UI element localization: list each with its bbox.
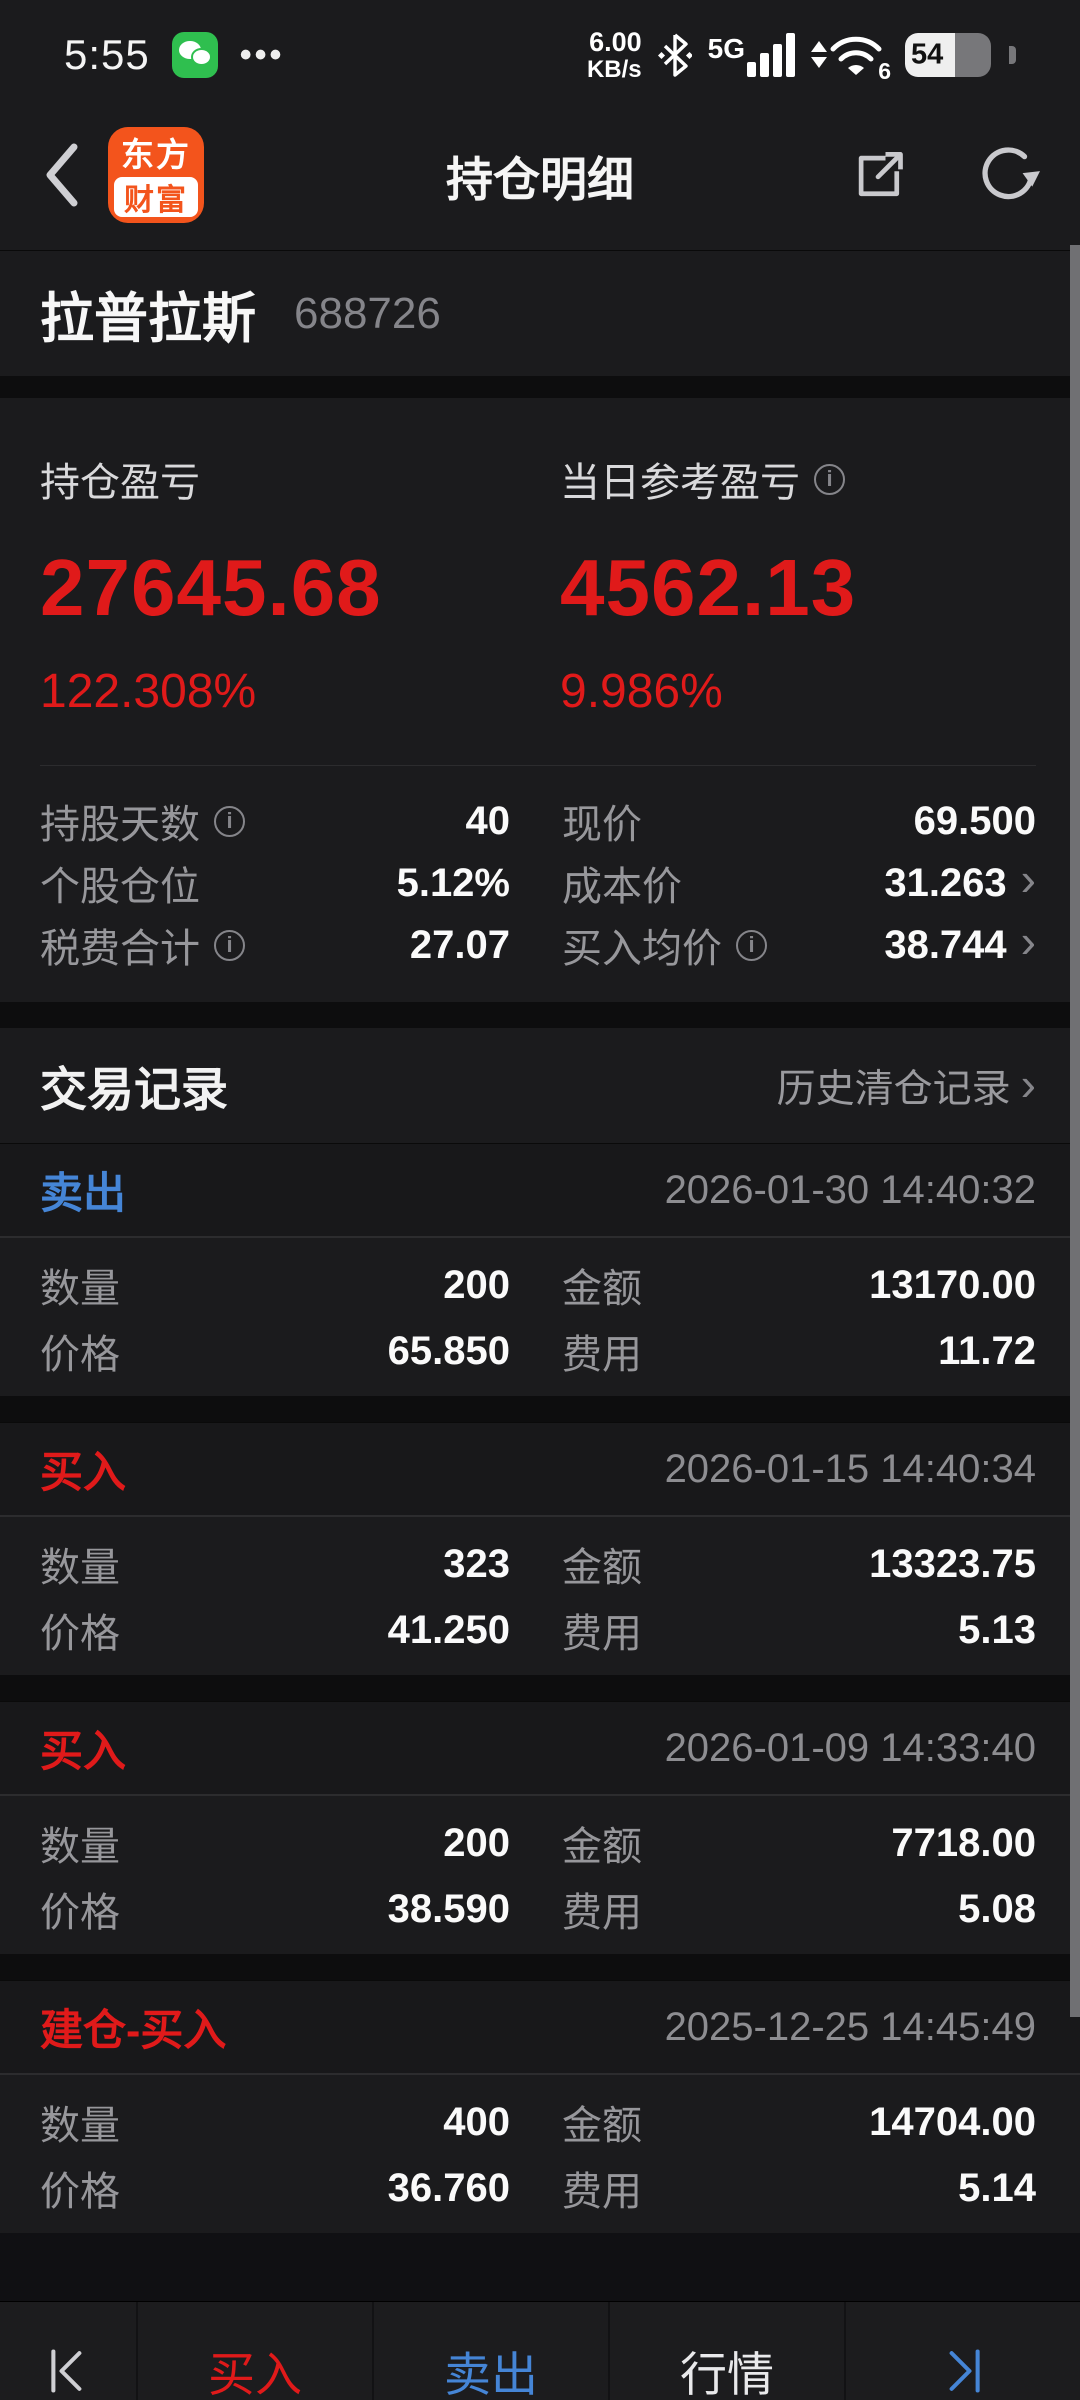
trade-fee: 11.72 [938, 1328, 1036, 1373]
trade-type: 卖出 [40, 1170, 126, 1218]
stock-code: 688726 [294, 288, 441, 338]
more-notifications-icon: ••• [239, 35, 285, 74]
divider [40, 765, 1036, 766]
network-speed: 6.00 KB/s [586, 27, 642, 83]
trade-timestamp: 2025-12-25 14:45:49 [664, 2004, 1036, 2049]
trade-records-header: 交易记录 历史清仓记录 [0, 1028, 1080, 1143]
trade-amount: 13323.75 [869, 1541, 1036, 1586]
trade-qty: 200 [443, 1820, 510, 1865]
trade-record: 卖出 2026-01-30 14:40:32 数量 200 金额 13170.00 … [0, 1143, 1080, 1396]
next-stock-button[interactable] [846, 2302, 1080, 2400]
trade-qty: 323 [443, 1541, 510, 1586]
trade-timestamp: 2026-01-09 14:33:40 [664, 1725, 1036, 1770]
chevron-right-icon [1021, 918, 1036, 967]
sell-button[interactable]: 卖出 [374, 2302, 610, 2400]
chevron-right-icon [1021, 856, 1036, 905]
trade-record-head: 卖出 2026-01-30 14:40:32 [0, 1144, 1080, 1236]
trade-record: 买入 2026-01-09 14:33:40 数量 200 金额 7718.00 价… [0, 1701, 1080, 1954]
trade-qty: 200 [443, 1262, 510, 1307]
trade-type: 建仓-买入 [40, 2007, 227, 2055]
position-pnl-percent: 122.308% [40, 665, 257, 718]
trade-records-title: 交易记录 [40, 1063, 228, 1116]
info-icon[interactable] [814, 463, 845, 495]
chevron-right-icon [1021, 1061, 1036, 1110]
section-divider [0, 1396, 1080, 1422]
history-cleared-link[interactable]: 历史清仓记录 [777, 1058, 1036, 1114]
trade-price: 36.760 [387, 2165, 510, 2210]
avg-buy-price-cell[interactable]: 买入均价 38.744 [562, 916, 1036, 974]
status-bar: 5:55 ••• 6.00 KB/s 5G [0, 0, 1080, 100]
buy-button[interactable]: 买入 [138, 2302, 374, 2400]
trade-fee: 5.14 [958, 2165, 1036, 2210]
trade-record-head: 建仓-买入 2025-12-25 14:45:49 [0, 1981, 1080, 2073]
daily-pnl-label: 当日参考盈亏 [560, 450, 1036, 508]
content-end-spacer [0, 2233, 1080, 2301]
position-pnl-label: 持仓盈亏 [40, 461, 200, 505]
trade-timestamp: 2026-01-15 14:40:34 [664, 1446, 1036, 1491]
trade-amount: 7718.00 [891, 1820, 1036, 1865]
trade-record-head: 买入 2026-01-09 14:33:40 [0, 1702, 1080, 1794]
daily-pnl-value: 4562.13 [560, 543, 857, 632]
page-title: 持仓明细 [446, 152, 634, 206]
trade-record: 买入 2026-01-15 14:40:34 数量 323 金额 13323.75 … [0, 1422, 1080, 1675]
eastmoney-logo[interactable]: 东方 财富 [108, 127, 204, 223]
prev-stock-button[interactable] [0, 2302, 138, 2400]
tax-fee-cell: 税费合计 27.07 [40, 916, 510, 974]
stock-header: 拉普拉斯 688726 [0, 250, 1080, 376]
battery-icon: 54 [905, 33, 991, 77]
trade-type: 买入 [40, 1449, 126, 1497]
section-divider [0, 1002, 1080, 1028]
section-divider [0, 1675, 1080, 1701]
trade-timestamp: 2026-01-30 14:40:32 [664, 1167, 1036, 1212]
position-weight-cell: 个股仓位 5.12% [40, 860, 510, 910]
section-divider [0, 376, 1080, 398]
trade-record: 建仓-买入 2025-12-25 14:45:49 数量 400 金额 14704.… [0, 1980, 1080, 2233]
info-icon[interactable] [736, 929, 767, 961]
bluetooth-icon [657, 31, 692, 79]
trade-type: 买入 [40, 1728, 126, 1776]
trade-qty: 400 [443, 2099, 510, 2144]
refresh-icon[interactable] [978, 144, 1040, 206]
wechat-notification-icon [171, 32, 218, 78]
share-icon[interactable] [848, 145, 908, 205]
bottom-action-bar: 买入 卖出 行情 [0, 2301, 1080, 2400]
wifi-icon: 6 [811, 29, 891, 84]
cost-price-cell[interactable]: 成本价 31.263 [562, 854, 1036, 912]
holding-days-cell: 持股天数 40 [40, 792, 510, 850]
back-button[interactable] [40, 140, 90, 210]
title-bar: 持仓明细 东方 财富 [0, 100, 1080, 250]
info-icon[interactable] [214, 929, 245, 961]
daily-pnl-percent: 9.986% [560, 665, 723, 718]
trade-price: 65.850 [387, 1328, 510, 1373]
quotes-button[interactable]: 行情 [610, 2302, 846, 2400]
trade-fee: 5.13 [958, 1607, 1036, 1652]
section-divider [0, 1954, 1080, 1980]
clock: 5:55 [64, 31, 150, 78]
stock-name: 拉普拉斯 [40, 289, 256, 349]
position-pnl-value: 27645.68 [40, 543, 382, 632]
battery-nub [1009, 46, 1016, 64]
scrollbar-thumb[interactable] [1070, 245, 1080, 2017]
info-icon[interactable] [214, 805, 245, 837]
trade-record-head: 买入 2026-01-15 14:40:34 [0, 1423, 1080, 1515]
trade-fee: 5.08 [958, 1886, 1036, 1931]
position-details-grid: 持股天数 40 现价 69.500 个股仓位 5.12% 成本价 31.263 … [0, 766, 1080, 1002]
trade-price: 38.590 [387, 1886, 510, 1931]
trade-amount: 13170.00 [869, 1262, 1036, 1307]
trade-price: 41.250 [387, 1607, 510, 1652]
cell-signal-icon: 5G [708, 33, 795, 77]
trade-amount: 14704.00 [869, 2099, 1036, 2144]
current-price-cell: 现价 69.500 [562, 798, 1036, 848]
pnl-section: 持仓盈亏 27645.68 122.308% 当日参考盈亏 4562.13 9.… [0, 398, 1080, 766]
